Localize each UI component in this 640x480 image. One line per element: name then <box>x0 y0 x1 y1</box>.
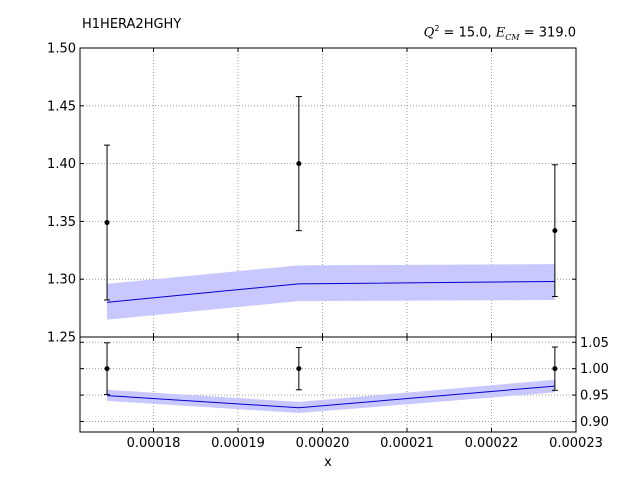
chart-title-right: Q2 = 15.0, ECM = 319.0 <box>424 24 576 42</box>
q2-value: = 15.0, <box>443 25 492 41</box>
ecm-value: = 319.0 <box>523 25 576 41</box>
y-tick-label: 0.90 <box>580 415 609 430</box>
y-tick-label: 1.30 <box>47 273 76 288</box>
y-tick-label: 0.95 <box>580 389 609 404</box>
data-point <box>104 220 110 226</box>
data-point <box>552 228 558 234</box>
y-tick-label: 1.05 <box>580 336 609 351</box>
x-tick-label: 0.00020 <box>296 436 350 451</box>
ecm-subscript: CM <box>505 32 520 42</box>
y-tick-label: 1.50 <box>47 42 76 57</box>
x-axis-label: x <box>324 455 332 470</box>
chart-title-left: H1HERA2HGHY <box>82 17 181 32</box>
data-point <box>296 161 302 167</box>
data-point <box>296 366 302 372</box>
data-point <box>104 366 110 372</box>
theory-line <box>106 281 555 303</box>
y-tick-label: 1.35 <box>47 215 76 230</box>
axes-frame-ratio <box>79 336 577 433</box>
x-tick-label: 0.00022 <box>465 436 519 451</box>
q2-exponent: 2 <box>434 24 440 33</box>
theory-line <box>107 385 555 409</box>
dataset-name: H1HERA2HGHY <box>82 17 182 32</box>
q2-symbol: Q <box>423 25 435 41</box>
x-tick-label: 0.00021 <box>380 436 434 451</box>
theory-uncertainty-band <box>107 264 555 320</box>
y-tick-label: 1.45 <box>47 99 76 114</box>
y-tick-label: 1.40 <box>47 157 76 172</box>
ecm-symbol: E <box>495 25 506 41</box>
y-tick-label: 1.25 <box>47 331 76 346</box>
y-tick-label: 1.00 <box>580 362 609 377</box>
x-tick-label: 0.00023 <box>549 436 603 451</box>
theory-uncertainty-band <box>107 379 555 413</box>
data-point <box>552 366 558 372</box>
x-tick-label: 0.00018 <box>127 436 181 451</box>
x-tick-label: 0.00019 <box>211 436 265 451</box>
